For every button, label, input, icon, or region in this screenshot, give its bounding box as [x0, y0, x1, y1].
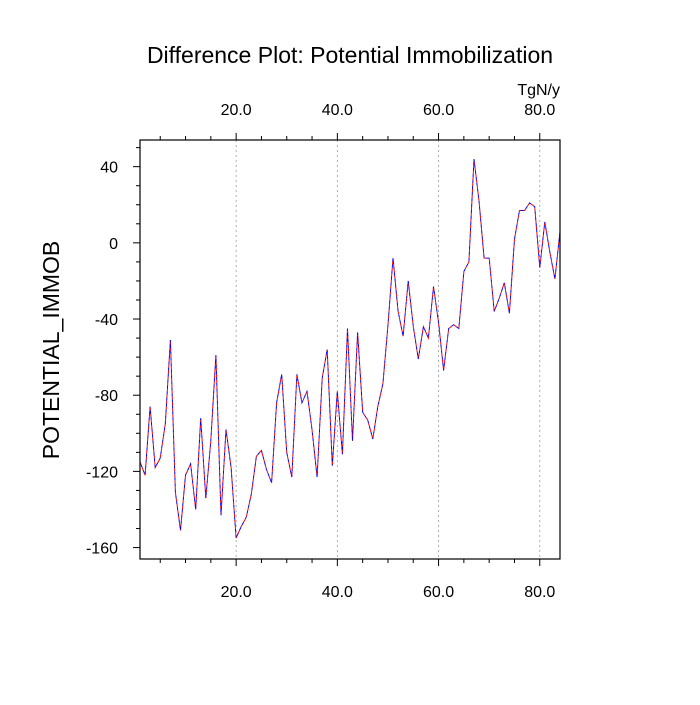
y-tick-label: 40: [100, 160, 118, 177]
top-axis-units: TgN/y: [517, 82, 560, 99]
plot-frame: [139, 139, 561, 560]
x-bottom-tick-label: 20.0: [221, 584, 252, 601]
y-tick-label: -120: [86, 464, 118, 481]
x-top-tick-label: 20.0: [221, 102, 252, 119]
y-axis-label: POTENTIAL_IMMOB: [38, 241, 64, 460]
data-layer: [139, 158, 561, 539]
y-tick-label: -40: [95, 312, 118, 329]
y-tick-label: -160: [86, 541, 118, 558]
x-top-tick-label: 40.0: [322, 102, 353, 119]
x-top-tick-label: 60.0: [423, 102, 454, 119]
x-bottom-tick-label: 60.0: [423, 584, 454, 601]
series-line-red: [139, 158, 561, 539]
x-bottom-tick-label: 80.0: [524, 584, 555, 601]
grid-layer: [235, 140, 541, 559]
x-top-tick-label: 80.0: [524, 102, 555, 119]
axis-layer: 40 0 -40 -80 -120 -160 20.0 20.0 40.0 40.0 60.0 60.…: [86, 102, 555, 601]
x-bottom-tick-label: 40.0: [322, 584, 353, 601]
series-line-blue: [139, 158, 561, 539]
y-tick-label: 0: [109, 236, 118, 253]
y-tick-label: -80: [95, 388, 118, 405]
chart-title: Difference Plot: Potential Immobilizatio…: [147, 42, 553, 68]
